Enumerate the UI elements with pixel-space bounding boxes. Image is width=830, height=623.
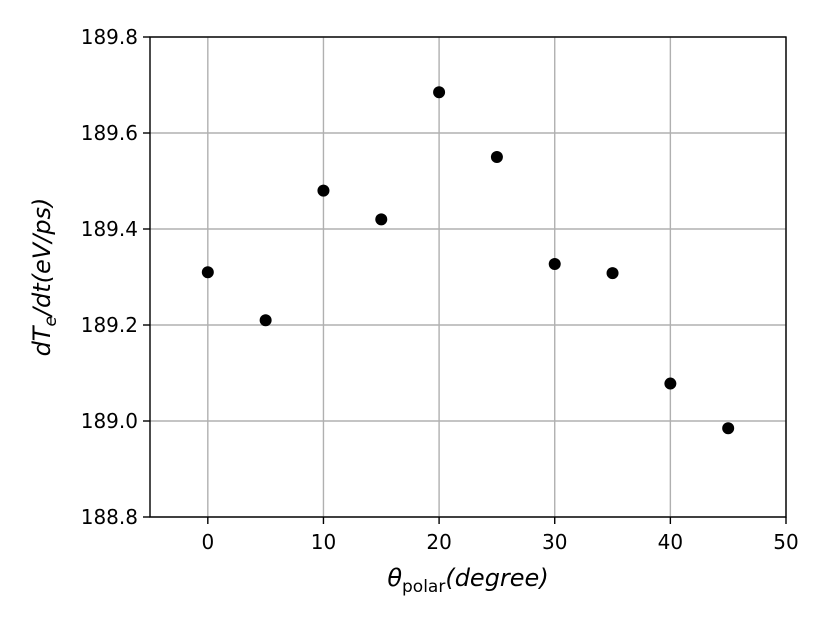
data-point xyxy=(722,422,735,435)
y-axis-label-d: d xyxy=(28,340,56,356)
data-points xyxy=(201,86,735,435)
x-tick-label: 10 xyxy=(311,530,336,554)
data-point xyxy=(375,213,388,226)
ticks: 0 10 20 30 40 50 188.8 189.0 189.2 189.4 189.6 189.… xyxy=(81,25,799,554)
x-tick-label: 50 xyxy=(773,530,798,554)
data-point xyxy=(201,266,214,279)
x-tick-label: 0 xyxy=(201,530,214,554)
data-point xyxy=(317,184,330,197)
x-axis-label-unit: (degree) xyxy=(445,564,548,592)
y-axis-label-subscript: e xyxy=(41,316,61,326)
data-point xyxy=(606,267,619,280)
data-point xyxy=(490,151,503,163)
data-point xyxy=(259,314,272,327)
y-axis-label-T: T xyxy=(28,324,56,341)
y-tick-label: 188.8 xyxy=(81,505,138,529)
x-tick-label: 30 xyxy=(542,530,567,554)
grid xyxy=(150,36,787,518)
y-tick-label: 189.2 xyxy=(81,313,138,337)
y-axis-label: dTe/dt(eV/ps) xyxy=(28,198,61,357)
data-point xyxy=(548,258,561,271)
x-tick-label: 20 xyxy=(426,530,451,554)
x-axis-label-theta: θ xyxy=(387,564,402,592)
y-tick-label: 189.0 xyxy=(81,409,138,433)
y-axis-label-rest: /dt(eV/ps) xyxy=(28,198,56,318)
x-axis-label: θpolar(degree) xyxy=(387,564,548,597)
x-axis-label-subscript: polar xyxy=(402,577,445,597)
y-tick-label: 189.8 xyxy=(81,25,138,49)
y-tick-label: 189.4 xyxy=(81,217,138,241)
y-tick-label: 189.6 xyxy=(81,121,138,145)
data-point xyxy=(433,86,446,99)
x-tick-label: 40 xyxy=(658,530,683,554)
data-point xyxy=(664,377,677,390)
plot-frame xyxy=(149,36,787,518)
